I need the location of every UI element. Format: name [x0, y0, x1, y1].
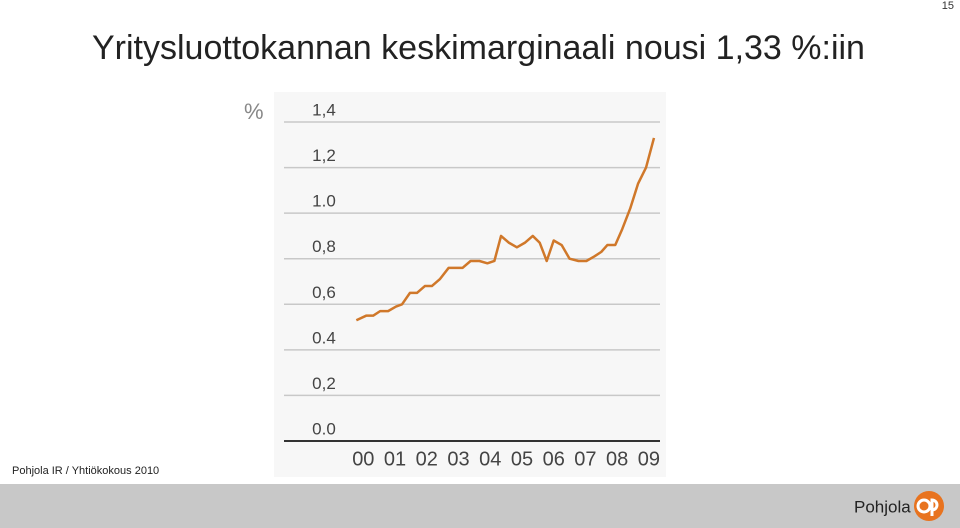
logo-icon-o: [916, 498, 932, 514]
x-tick-label: 08: [606, 448, 628, 470]
chart-panel: [274, 92, 666, 477]
slide-title: Yritysluottokannan keskimarginaali nousi…: [92, 29, 865, 67]
x-tick-label: 05: [511, 448, 533, 470]
data-line: [355, 137, 656, 322]
x-tick-label: 09: [638, 448, 660, 470]
x-tick-label: 03: [447, 448, 469, 470]
x-tick-label: 06: [543, 448, 565, 470]
footer-bar: [0, 484, 960, 528]
x-tick-label: 01: [384, 448, 406, 470]
y-tick-label: 0.0: [312, 419, 336, 438]
x-tick-label: 00: [352, 448, 374, 470]
x-tick-label: 02: [416, 448, 438, 470]
x-tick-label: 04: [479, 448, 501, 470]
y-tick-label: 0,6: [312, 283, 336, 302]
logo-icon-p: [930, 498, 939, 516]
y-tick-label: 0.4: [312, 328, 336, 347]
y-tick-label: 0,2: [312, 374, 336, 393]
logo-text: Pohjola: [854, 497, 911, 516]
y-axis-unit: %: [244, 99, 264, 124]
x-tick-label: 07: [574, 448, 596, 470]
y-tick-label: 1.0: [312, 192, 336, 211]
y-tick-label: 0,8: [312, 237, 336, 256]
y-tick-label: 1,2: [312, 146, 336, 165]
footer: Pohjola IR / Yhtiökokous 2010: [12, 465, 159, 477]
y-tick-label: 1,4: [312, 100, 336, 119]
page-number: 15: [942, 0, 954, 12]
